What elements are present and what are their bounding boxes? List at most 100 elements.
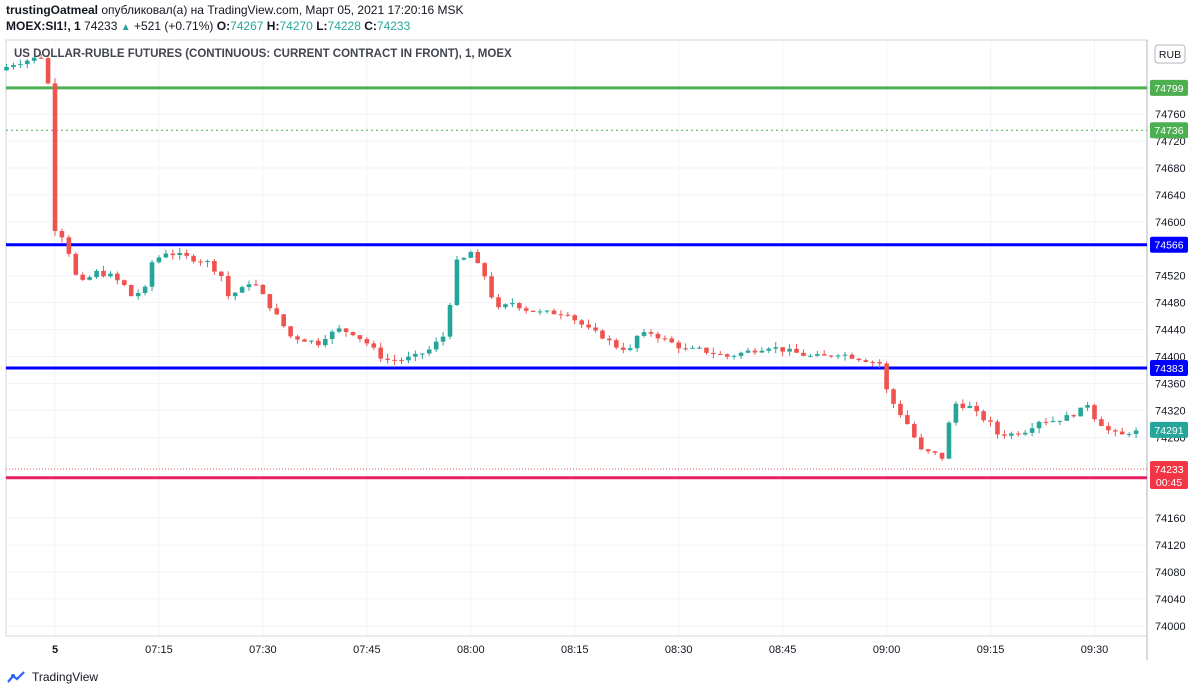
- candle-body: [572, 315, 578, 321]
- candle-body: [711, 352, 716, 354]
- candle-body: [66, 237, 72, 254]
- x-tick-label: 09:15: [977, 644, 1005, 656]
- currency-button[interactable]: RUB: [1154, 44, 1186, 64]
- candle-body: [350, 332, 356, 336]
- candle-body: [1106, 426, 1111, 431]
- candle-body: [135, 293, 141, 297]
- candle-body: [461, 257, 467, 260]
- y-tick-label: 74640: [1155, 190, 1186, 202]
- open-label: O:: [216, 19, 231, 33]
- current-price-bg: [1150, 460, 1188, 489]
- candle-body: [586, 324, 591, 328]
- low-value: 74228: [327, 19, 361, 33]
- candle-body: [246, 284, 252, 288]
- candle-body: [655, 333, 661, 339]
- up-triangle-icon: ▲: [120, 22, 131, 33]
- candle-body: [766, 348, 772, 351]
- candle-body: [759, 350, 765, 353]
- y-tick-label: 74320: [1155, 405, 1186, 417]
- x-tick-label: 07:45: [353, 644, 381, 656]
- candle-body: [31, 57, 37, 61]
- x-tick-label: 09:00: [873, 644, 901, 656]
- candle-body: [565, 314, 571, 316]
- candle-body: [856, 358, 862, 361]
- candle-body: [163, 253, 169, 258]
- candle-body: [128, 284, 134, 297]
- candle-body: [205, 260, 210, 263]
- candle-body: [447, 305, 453, 337]
- candle-body: [697, 347, 702, 349]
- candle-body: [808, 355, 813, 357]
- x-tick-label: 08:45: [769, 644, 797, 656]
- x-tick-label: 07:30: [249, 644, 277, 656]
- currency-label: RUB: [1159, 49, 1181, 61]
- candle-body: [184, 252, 189, 256]
- high-value: 74270: [279, 19, 313, 33]
- bar-timer-label: 00:45: [1156, 477, 1182, 489]
- candle-body: [309, 340, 314, 342]
- candle-body: [426, 349, 432, 354]
- candle-body: [932, 451, 938, 453]
- y-tick-label: 74120: [1155, 540, 1186, 552]
- x-tick-label: 07:15: [145, 644, 173, 656]
- candle-body: [690, 347, 695, 349]
- candle-body: [156, 257, 162, 263]
- low-label: L:: [316, 19, 328, 33]
- candle-body: [357, 335, 363, 340]
- candle-body: [1078, 407, 1083, 417]
- candle-body: [745, 350, 751, 353]
- candle-body: [773, 347, 779, 349]
- level-price-label-bg: [1150, 122, 1188, 139]
- candle-body: [1085, 405, 1090, 408]
- y-tick-label: 74480: [1155, 298, 1186, 310]
- y-tick-label: 74600: [1155, 217, 1186, 229]
- candle-body: [794, 348, 799, 353]
- candle-body: [385, 358, 390, 360]
- tradingview-logo-icon: [7, 671, 25, 683]
- candle-body: [925, 449, 931, 452]
- level-price-label-bg: [1150, 79, 1188, 96]
- candle-body: [627, 348, 633, 350]
- y-tick-label: 74080: [1155, 567, 1186, 579]
- candle-body: [995, 421, 1000, 435]
- candle-body: [537, 311, 543, 313]
- candle-body: [614, 340, 619, 348]
- candle-body: [981, 411, 986, 421]
- candle-body: [336, 328, 342, 332]
- candle-body: [1099, 419, 1104, 427]
- candle-body: [1133, 430, 1139, 434]
- candle-body: [253, 284, 259, 286]
- footer-brand[interactable]: TradingView: [32, 670, 99, 684]
- candle-body: [842, 354, 848, 356]
- candle-body: [821, 354, 827, 356]
- candle-body: [544, 310, 550, 312]
- candle-body: [863, 360, 869, 362]
- candle-body: [593, 327, 598, 331]
- candle-body: [177, 252, 183, 256]
- publish-info: trustingOatmeal опубликовал(а) на Tradin…: [6, 3, 464, 17]
- candle-body: [371, 343, 377, 348]
- candle-body: [530, 310, 536, 312]
- candle-body: [122, 280, 127, 285]
- candle-body: [295, 336, 300, 340]
- candle-body: [600, 330, 605, 339]
- candle-body: [392, 359, 397, 361]
- author-name[interactable]: trustingOatmeal: [6, 3, 99, 17]
- candle-body: [11, 64, 16, 67]
- x-tick-label: 09:30: [1081, 644, 1109, 656]
- candle-body: [738, 352, 744, 356]
- candle-body: [142, 286, 148, 294]
- candle-body: [683, 348, 688, 350]
- candle-body: [752, 350, 758, 353]
- level-price-label: 74566: [1154, 240, 1183, 252]
- open-value: 74267: [230, 19, 264, 33]
- candle-body: [1071, 415, 1077, 417]
- candle-body: [232, 292, 238, 297]
- y-tick-label: 74000: [1155, 621, 1186, 633]
- candle-body: [329, 331, 335, 339]
- candle-body: [946, 422, 952, 459]
- candle-body: [38, 57, 44, 59]
- candle-body: [641, 332, 647, 336]
- time-axis[interactable]: 5 07:15 07:30 07:45 08:00 08:15 08:30 08:45 09:0…: [52, 644, 1108, 656]
